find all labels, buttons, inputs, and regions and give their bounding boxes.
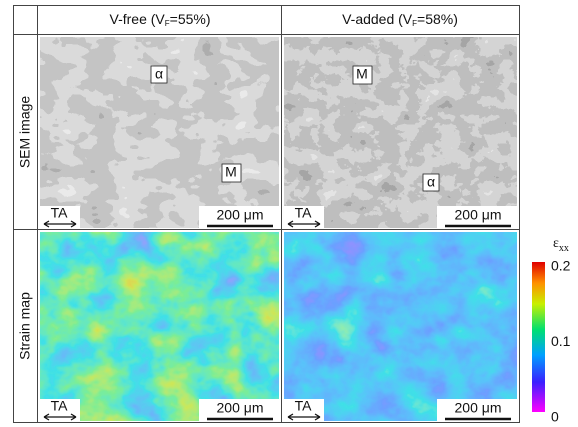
column-header: V-free (VF=55%)	[110, 11, 211, 28]
sem-image	[284, 37, 517, 228]
phase-label: α	[427, 174, 435, 190]
scale-label: 200 μm	[455, 400, 502, 416]
row-label: SEM image	[17, 96, 33, 169]
colorbar-subscript: xx	[559, 243, 569, 254]
strain-map	[40, 232, 279, 421]
row-label: Strain map	[17, 292, 33, 360]
colorbar-title: εxx	[553, 236, 569, 254]
page: V-free (VF=55%) V-added (VF=58%) SEM ima…	[0, 0, 578, 427]
column-header: V-added (VF=58%)	[342, 11, 458, 28]
header-text: V-added (V	[342, 11, 413, 27]
direction-label: TA	[51, 398, 69, 414]
colorbar-tick-label: 0.1	[551, 333, 571, 349]
scale-label: 200 μm	[217, 400, 264, 416]
header-text: =55%)	[170, 11, 211, 27]
figure: V-free (VF=55%) V-added (VF=58%) SEM ima…	[0, 0, 578, 427]
header-text: V-free (V	[110, 11, 166, 27]
scale-label: 200 μm	[217, 207, 264, 223]
direction-label: TA	[51, 205, 69, 221]
direction-label: TA	[295, 398, 313, 414]
colorbar-ticks: 0.2 0.1 0	[551, 258, 571, 425]
colorbar-tick-label: 0	[551, 409, 559, 425]
colorbar	[532, 262, 545, 412]
direction-label: TA	[295, 205, 313, 221]
phase-label: α	[155, 66, 163, 82]
scale-label: 200 μm	[455, 207, 502, 223]
strain-map	[284, 232, 517, 421]
colorbar-tick-label: 0.2	[551, 258, 571, 274]
phase-label: M	[225, 164, 237, 180]
header-text: =58%)	[417, 11, 458, 27]
phase-label: M	[356, 66, 368, 82]
